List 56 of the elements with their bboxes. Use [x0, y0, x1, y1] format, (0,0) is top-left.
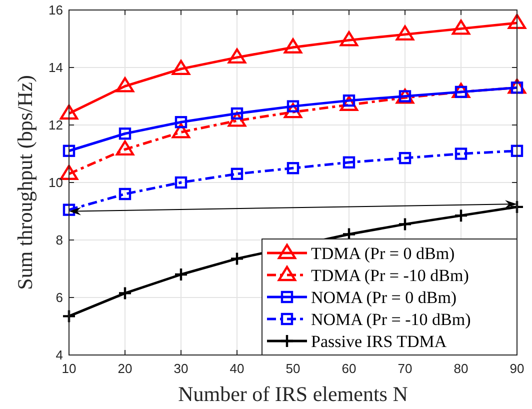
point [62, 144, 76, 157]
x-tick-label: 20 [118, 361, 132, 376]
point [230, 168, 244, 180]
point [116, 140, 134, 156]
point [454, 148, 468, 160]
point [228, 48, 246, 64]
x-tick-label: 80 [454, 361, 468, 376]
point [284, 102, 302, 118]
x-tick-label: 30 [174, 361, 188, 376]
point [60, 104, 78, 120]
point [172, 60, 190, 76]
point [230, 252, 244, 266]
point [510, 200, 524, 214]
point [340, 31, 358, 46]
point [398, 152, 412, 164]
x-tick-label: 50 [286, 361, 300, 376]
point [508, 14, 526, 30]
point [62, 204, 76, 216]
point [172, 123, 190, 138]
x-tick-label: 40 [230, 361, 244, 376]
legend-label: Passive IRS TDMA [311, 332, 448, 351]
point [342, 156, 356, 168]
point [286, 162, 300, 174]
x-tick-label: 60 [342, 361, 356, 376]
legend-label: NOMA (Pr = 0 dBm) [311, 288, 457, 307]
point [454, 208, 468, 223]
point [398, 217, 412, 232]
point [118, 188, 132, 200]
point [62, 309, 76, 324]
point [510, 144, 524, 157]
legend-label: TDMA (Pr = 0 dBm) [311, 244, 455, 263]
point [174, 116, 188, 128]
x-tick-label: 70 [398, 361, 412, 376]
point [174, 267, 188, 282]
y-tick-label: 4 [56, 348, 63, 362]
point [452, 20, 470, 35]
point [174, 176, 188, 189]
y-tick-label: 8 [56, 232, 63, 248]
point [116, 77, 134, 92]
point [228, 112, 246, 127]
point [118, 286, 132, 300]
y-axis-title: Sum throughput (bps/Hz) [13, 75, 37, 290]
y-tick-label: 14 [48, 60, 63, 75]
point [118, 128, 132, 140]
y-tick-label: 6 [56, 290, 63, 305]
y-tick-label: 10 [48, 175, 63, 190]
y-tick-label: 12 [48, 118, 63, 132]
legend-label: NOMA (Pr = -10 dBm) [311, 310, 471, 329]
point [284, 38, 302, 54]
x-tick-label: 90 [510, 361, 524, 376]
point [340, 96, 358, 111]
y-tick-label: 16 [48, 2, 63, 18]
legend-label: TDMA (Pr = -10 dBm) [311, 266, 469, 285]
x-axis-title: Number of IRS elements N [178, 382, 408, 406]
point [396, 88, 414, 104]
point [396, 25, 414, 41]
